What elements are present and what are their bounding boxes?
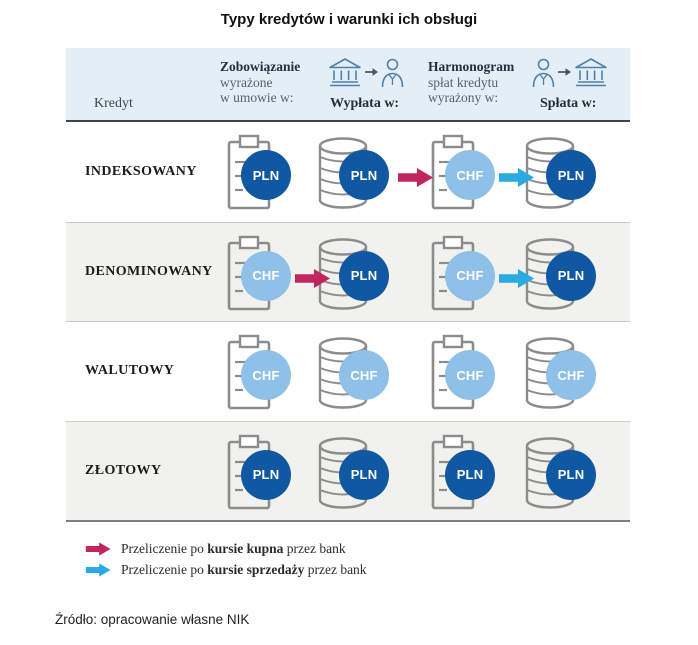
currency-badge: CHF — [339, 350, 389, 400]
bank-icon — [329, 58, 361, 87]
credit-row: WALUTOWY CHF CHF CHF CHF — [66, 321, 630, 421]
source-note: Źródło: opracowanie własne NIK — [55, 612, 250, 627]
pink-arrow-icon — [398, 168, 434, 187]
currency-badge: CHF — [546, 350, 596, 400]
header-wyplata-label: Wypłata w: — [330, 96, 400, 111]
row-label: WALUTOWY — [85, 363, 175, 379]
person-icon — [381, 58, 404, 87]
header-splata-icons — [532, 56, 608, 88]
pink-arrow-icon — [85, 541, 112, 556]
legend-text: Przeliczenie po kursie sprzedaży przez b… — [121, 562, 367, 578]
header-harmonogram-line1: Harmonogram — [428, 59, 515, 74]
header-zobowiazanie: Zobowiązanie wyrażone w umowie w: — [220, 59, 300, 106]
cyan-conversion-arrow — [499, 167, 535, 188]
legend-text-suffix: przez bank — [304, 561, 367, 577]
table-header: Kredyt Zobowiązanie wyrażone w umowie w: — [66, 48, 630, 122]
credit-types-table: Kredyt Zobowiązanie wyrażone w umowie w: — [66, 48, 630, 522]
legend-text-suffix: przez bank — [283, 540, 346, 556]
cell-coins: PLN — [317, 235, 391, 315]
currency-badge: PLN — [546, 150, 596, 200]
cyan-arrow-icon — [499, 168, 535, 187]
cell-clipboard: CHF — [431, 134, 495, 214]
header-zobowiazanie-line1: Zobowiązanie — [220, 59, 301, 74]
person-icon — [532, 58, 555, 87]
cell-clipboard: CHF — [431, 235, 495, 315]
legend-text-prefix: Przeliczenie po — [121, 561, 208, 577]
header-splata-label: Spłata w: — [540, 96, 597, 111]
currency-badge: CHF — [241, 250, 291, 301]
cyan-arrow-icon — [499, 268, 535, 288]
cyan-arrow-icon — [85, 562, 111, 577]
page-title: Typy kredytów i warunki ich obsługi — [220, 11, 478, 28]
cell-clipboard: CHF — [227, 334, 291, 414]
table-rows: INDEKSOWANY PLN PLN CHF PLN DENOMINOWANY … — [66, 122, 630, 522]
cell-clipboard: PLN — [227, 434, 291, 514]
transfer-arrow-icon — [558, 68, 571, 76]
currency-badge: CHF — [445, 250, 495, 301]
currency-badge: PLN — [339, 250, 389, 301]
cell-coins: CHF — [524, 334, 598, 414]
row-label: DENOMINOWANY — [85, 263, 213, 279]
row-label: ZŁOTOWY — [85, 462, 162, 478]
pink-arrow-icon — [85, 541, 111, 556]
header-kredyt: Kredyt — [94, 96, 133, 111]
cell-coins: PLN — [524, 235, 598, 315]
currency-badge: PLN — [241, 449, 291, 500]
header-zobowiazanie-line3: w umowie w: — [220, 90, 294, 105]
credit-row: ZŁOTOWY PLN PLN PLN PLN — [66, 420, 630, 520]
cell-coins: PLN — [524, 134, 598, 214]
cell-clipboard: CHF — [227, 235, 291, 315]
header-zobowiazanie-line2: wyrażone — [220, 74, 273, 90]
currency-badge: PLN — [339, 150, 389, 200]
legend-text-bold: kursie sprzedaży — [207, 561, 305, 577]
cell-coins: CHF — [317, 334, 391, 414]
header-harmonogram-line2: spłat kredytu — [428, 74, 499, 90]
header-harmonogram: Harmonogram spłat kredytu wyrażony w: — [428, 59, 514, 106]
cell-coins: PLN — [317, 134, 391, 214]
pink-arrow-icon — [295, 268, 331, 288]
pink-conversion-arrow — [398, 167, 434, 188]
currency-badge: CHF — [445, 350, 495, 400]
currency-badge: PLN — [241, 150, 291, 200]
bank-icon — [575, 58, 607, 87]
pink-conversion-arrow — [295, 268, 331, 289]
credit-row: DENOMINOWANY CHF PLN CHF PLN — [66, 221, 630, 321]
legend-item: Przeliczenie po kursie kupna przez bank — [85, 538, 367, 559]
cyan-arrow-icon — [85, 562, 112, 577]
cell-coins: PLN — [524, 434, 598, 514]
cell-clipboard: CHF — [431, 334, 495, 414]
currency-badge: PLN — [546, 250, 596, 301]
currency-badge: CHF — [241, 350, 291, 400]
cell-clipboard: PLN — [227, 134, 291, 214]
cyan-conversion-arrow — [499, 268, 535, 289]
legend-text-bold: kursie kupna — [207, 540, 284, 556]
currency-badge: CHF — [445, 150, 495, 200]
credit-row: INDEKSOWANY PLN PLN CHF PLN — [66, 122, 630, 222]
currency-badge: PLN — [339, 449, 389, 500]
cell-clipboard: PLN — [431, 434, 495, 514]
header-harmonogram-line3: wyrażony w: — [428, 90, 499, 105]
legend-text: Przeliczenie po kursie kupna przez bank — [121, 541, 346, 557]
currency-badge: PLN — [546, 449, 596, 500]
legend: Przeliczenie po kursie kupna przez bank … — [85, 538, 367, 580]
legend-item: Przeliczenie po kursie sprzedaży przez b… — [85, 559, 367, 580]
currency-badge: PLN — [445, 449, 495, 500]
transfer-arrow-icon — [365, 68, 378, 76]
header-wyplata-icons — [328, 56, 404, 88]
row-label: INDEKSOWANY — [85, 163, 197, 179]
cell-coins: PLN — [317, 434, 391, 514]
legend-text-prefix: Przeliczenie po — [121, 540, 208, 556]
